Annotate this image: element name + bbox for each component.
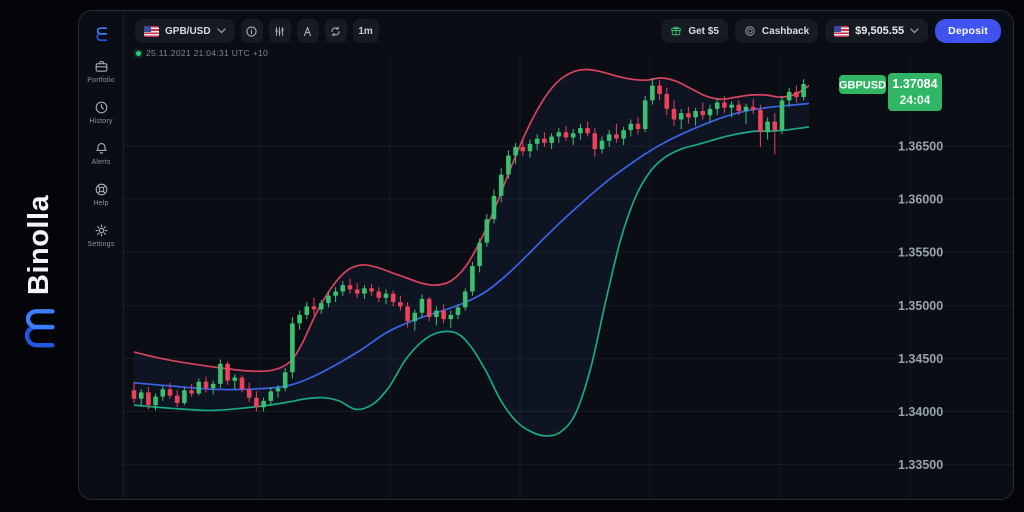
indicators-icon bbox=[275, 26, 284, 36]
chart-canvas[interactable]: 1.36500 1.36000 1.35500 1.35000 1.34500 1.340… bbox=[123, 56, 1013, 500]
bollinger-lower-line bbox=[133, 126, 810, 437]
session-row: 25.11.2021 21:04:31 UTC +10 bbox=[136, 48, 268, 58]
symbol-label: GPB/USD bbox=[165, 25, 211, 37]
bell-icon bbox=[95, 142, 107, 154]
info-icon bbox=[246, 25, 257, 37]
y-axis-label: 1.34000 bbox=[898, 405, 943, 419]
timeframe-button[interactable]: 1m bbox=[352, 19, 379, 43]
gift-icon bbox=[671, 26, 682, 36]
candles-layer bbox=[131, 78, 806, 412]
get-bonus-label: Get $5 bbox=[688, 25, 719, 37]
sidebar-item-label: Settings bbox=[87, 241, 115, 248]
chevron-down-icon bbox=[910, 28, 919, 34]
chevron-down-icon bbox=[216, 28, 226, 34]
bollinger-middle-line bbox=[133, 102, 810, 391]
clock-icon bbox=[95, 101, 107, 114]
badge-countdown: 24:04 bbox=[900, 93, 931, 107]
lifebuoy-icon bbox=[95, 183, 107, 196]
sidebar-logo[interactable] bbox=[79, 27, 123, 42]
y-axis-label: 1.35500 bbox=[898, 246, 943, 260]
briefcase-icon bbox=[95, 60, 107, 72]
brand-lockup: Binolla bbox=[17, 150, 61, 350]
info-button[interactable] bbox=[240, 19, 263, 43]
chart-grid bbox=[123, 56, 1013, 499]
deposit-label: Deposit bbox=[948, 25, 988, 37]
sidebar-item-history[interactable]: History bbox=[79, 100, 123, 125]
y-axis-label: 1.36000 bbox=[898, 193, 943, 207]
bollinger-fill bbox=[134, 69, 809, 436]
get-bonus-button[interactable]: Get $5 bbox=[661, 19, 728, 43]
deposit-button[interactable]: Deposit bbox=[935, 19, 1001, 43]
cashback-icon bbox=[745, 26, 755, 36]
us-flag-icon bbox=[834, 25, 850, 37]
session-timestamp: 25.11.2021 21:04:31 UTC +10 bbox=[146, 48, 269, 58]
sidebar-item-help[interactable]: Help bbox=[79, 182, 123, 207]
price-box bbox=[888, 73, 942, 111]
sidebar-item-alerts[interactable]: Alerts bbox=[79, 141, 123, 166]
timeframe-label: 1m bbox=[358, 25, 373, 37]
symbol-chip bbox=[839, 75, 886, 94]
sidebar: Portfolio History Alerts Help bbox=[79, 11, 124, 499]
account-bar: Get $5 Cashback $9,505.55 Deposit bbox=[661, 19, 1001, 43]
binolla-logo-icon bbox=[24, 309, 55, 348]
brand-strip: Binolla bbox=[0, 0, 78, 512]
badge-symbol: GBPUSD bbox=[839, 80, 886, 92]
y-axis-label: 1.33500 bbox=[898, 458, 943, 472]
y-axis-label: 1.34500 bbox=[898, 352, 943, 366]
trading-panel: Portfolio History Alerts Help bbox=[78, 10, 1014, 500]
sidebar-item-label: Help bbox=[93, 200, 109, 207]
symbol-selector[interactable]: GPB/USD bbox=[135, 19, 235, 43]
y-axis-label: 1.35000 bbox=[898, 299, 943, 313]
cashback-label: Cashback bbox=[761, 25, 810, 37]
sidebar-item-label: History bbox=[89, 118, 113, 125]
sidebar-item-portfolio[interactable]: Portfolio bbox=[79, 59, 123, 84]
auto-refresh-icon bbox=[331, 26, 340, 36]
badge-price: 1.37084 bbox=[892, 77, 937, 91]
toolbar: GPB/USD 1 bbox=[135, 19, 379, 43]
gear-icon bbox=[94, 224, 108, 237]
sidebar-nav: Portfolio History Alerts Help bbox=[79, 59, 123, 248]
sidebar-item-label: Alerts bbox=[91, 159, 111, 166]
balance-amount: $9,505.55 bbox=[855, 25, 905, 37]
binolla-mini-logo-icon bbox=[95, 27, 107, 42]
sidebar-item-label: Portfolio bbox=[87, 77, 115, 84]
brand-name: Binolla bbox=[22, 194, 55, 295]
auto-refresh-button[interactable] bbox=[324, 19, 347, 43]
balance-selector[interactable]: $9,505.55 bbox=[825, 19, 929, 43]
sidebar-item-settings[interactable]: Settings bbox=[79, 223, 123, 248]
cashback-button[interactable]: Cashback bbox=[734, 19, 819, 43]
y-axis-label: 1.36500 bbox=[898, 140, 943, 154]
y-axis-labels: 1.36500 1.36000 1.35500 1.35000 1.34500 1.340… bbox=[898, 140, 943, 473]
drawing-tools-button[interactable] bbox=[296, 19, 319, 43]
us-flag-icon bbox=[144, 25, 159, 37]
drawing-tools-icon bbox=[304, 26, 312, 36]
indicators-button[interactable] bbox=[268, 19, 291, 43]
live-dot-icon bbox=[136, 50, 141, 56]
current-price-badge: GBPUSD 1.37084 24:04 bbox=[839, 73, 942, 111]
